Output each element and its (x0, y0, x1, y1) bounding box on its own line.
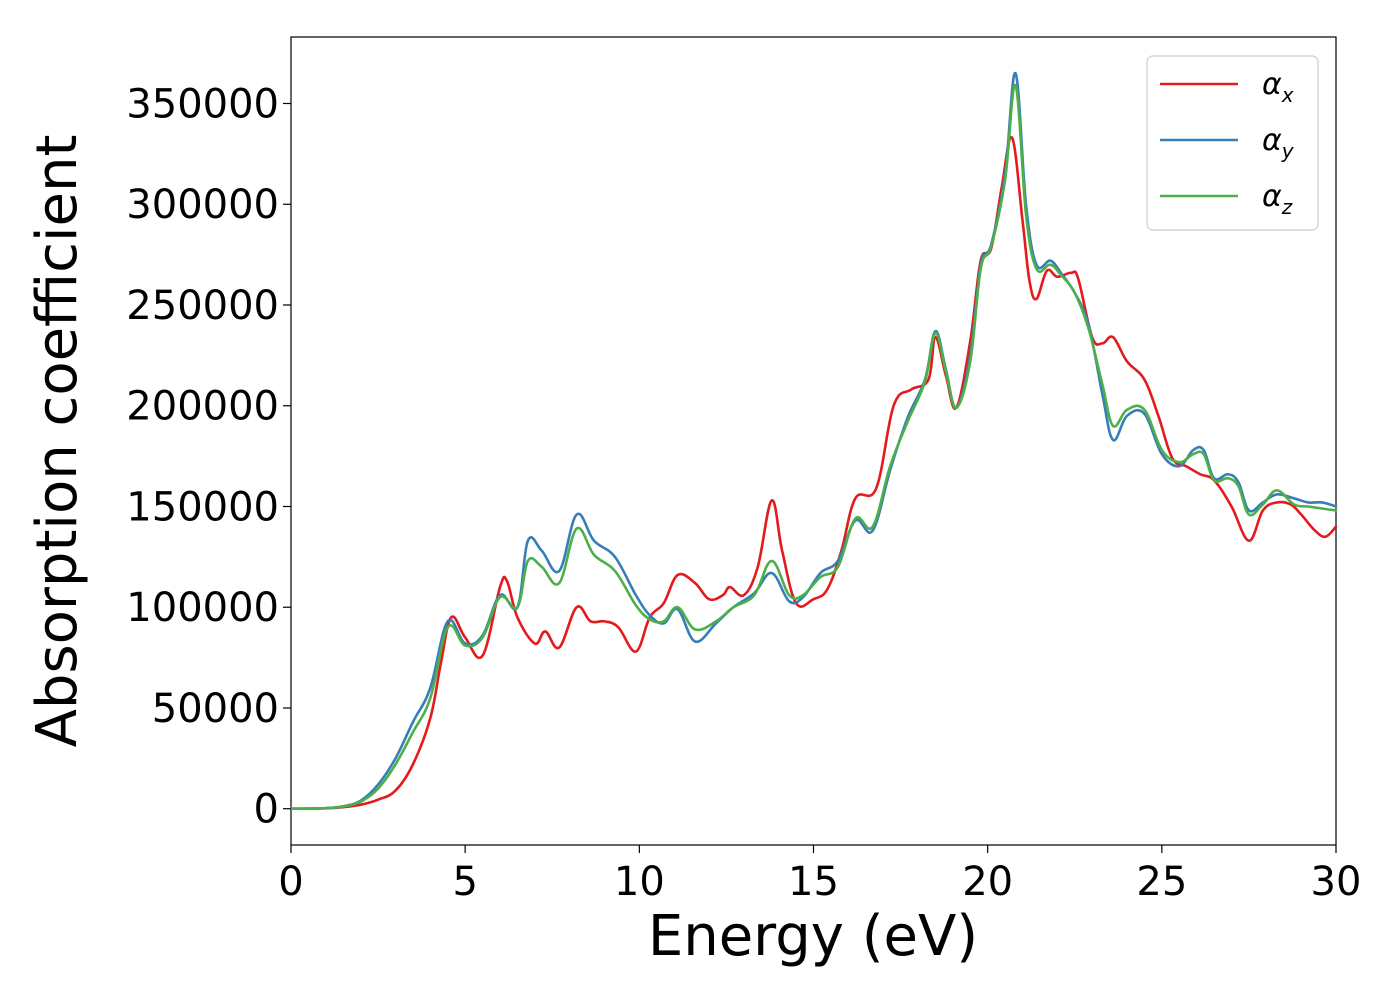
legend-label-x: αx (1262, 67, 1294, 107)
y-tick-label: 150000 (126, 484, 279, 530)
x-tick-label: 30 (1311, 859, 1362, 905)
x-axis-title: Energy (eV) (648, 904, 978, 969)
x-tick-label: 15 (788, 859, 839, 905)
series-line-z (289, 84, 1338, 811)
series-layer (289, 71, 1338, 811)
y-tick-label: 100000 (126, 585, 279, 631)
legend-label-y: αy (1262, 123, 1295, 163)
y-axis-ticks: 0 50000 100000 150000 200000 250000 300000 3500… (126, 81, 291, 833)
x-tick-label: 20 (962, 859, 1013, 905)
x-tick-label: 10 (614, 859, 665, 905)
x-axis-ticks: 0 5 10 15 20 25 30 (278, 845, 1361, 905)
y-tick-label: 300000 (126, 182, 279, 228)
legend-label-z: αz (1262, 179, 1293, 219)
x-tick-label: 25 (1136, 859, 1187, 905)
series-line-x (289, 136, 1338, 811)
y-tick-label: 200000 (126, 384, 279, 430)
legend-box (1146, 55, 1319, 231)
legend-items: αx αy αz (1160, 67, 1295, 219)
y-tick-label: 250000 (126, 283, 279, 329)
y-tick-label: 50000 (152, 686, 279, 732)
x-tick-label: 0 (278, 859, 303, 905)
x-tick-label: 5 (452, 859, 477, 905)
y-tick-label: 0 (254, 787, 279, 833)
y-tick-label: 350000 (126, 81, 279, 127)
legend: αx αy αz (1146, 55, 1319, 231)
y-axis-title: Absorption coefficient (25, 135, 90, 748)
